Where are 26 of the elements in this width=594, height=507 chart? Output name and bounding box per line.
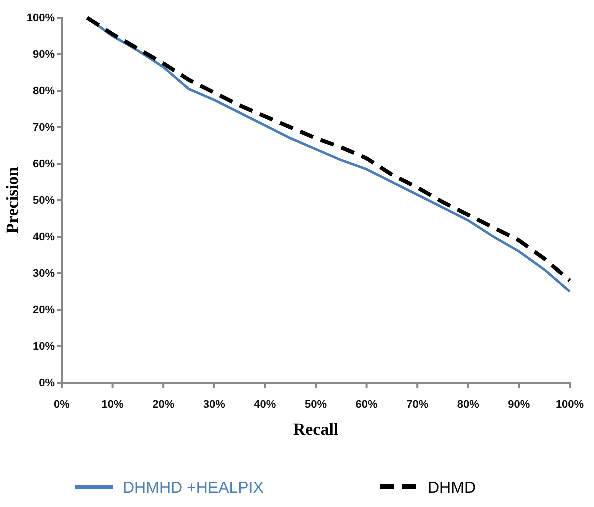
x-tick-label: 60% bbox=[356, 398, 378, 411]
y-tick-label: 0% bbox=[39, 378, 56, 390]
x-tick-label: 70% bbox=[406, 398, 429, 411]
y-tick-label: 30% bbox=[32, 268, 56, 280]
x-tick-label: 100% bbox=[556, 398, 584, 411]
y-tick-label: 10% bbox=[32, 341, 56, 354]
y-tick-label: 40% bbox=[32, 232, 56, 244]
y-tick-label: 90% bbox=[32, 49, 56, 62]
x-tick-label: 20% bbox=[152, 398, 175, 411]
x-tick-label: 10% bbox=[102, 398, 124, 411]
y-tick-label: 20% bbox=[32, 304, 56, 317]
x-tick-label: 90% bbox=[508, 398, 530, 411]
legend-label: DHMHD +HEALPIX bbox=[123, 480, 264, 497]
y-tick-label: 80% bbox=[32, 86, 56, 98]
x-tick-label: 80% bbox=[457, 398, 480, 411]
x-tick-label: 50% bbox=[304, 398, 328, 411]
y-tick-label: 100% bbox=[26, 12, 56, 25]
legend-label: DHMD bbox=[428, 480, 476, 497]
x-tick-label: 40% bbox=[254, 398, 276, 411]
y-tick-label: 50% bbox=[32, 195, 56, 208]
x-tick-label: 0% bbox=[54, 398, 70, 411]
y-tick-label: 60% bbox=[32, 158, 56, 171]
y-axis-title: Precision bbox=[3, 166, 22, 234]
y-tick-label: 70% bbox=[32, 122, 56, 134]
x-axis-title: Recall bbox=[293, 420, 339, 439]
x-tick-label: 30% bbox=[203, 398, 226, 411]
